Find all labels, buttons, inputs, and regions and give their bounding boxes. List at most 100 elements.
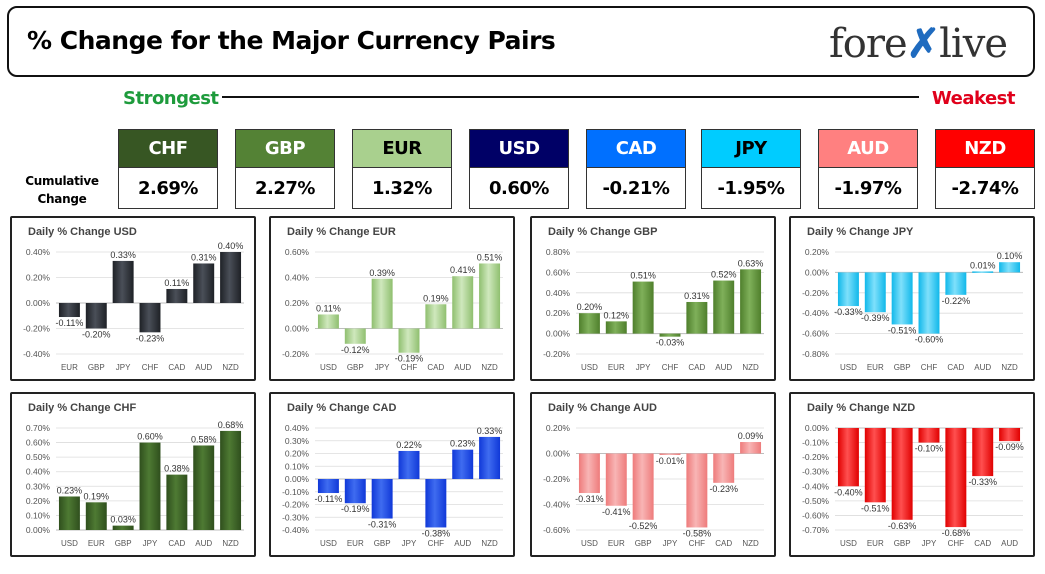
bar-eur bbox=[344, 479, 366, 504]
y-tick-label: 0.20% bbox=[26, 496, 51, 506]
x-tick-label: CAD bbox=[427, 363, 444, 372]
y-tick-label: -0.20% bbox=[802, 288, 829, 298]
chart-panel-2: Daily % Change EUR -0.20% 0.00% 0.20% 0.40% 0… bbox=[269, 216, 515, 381]
currency-tile-eur: EUR 1.32% bbox=[352, 129, 452, 209]
x-tick-label: USD bbox=[320, 363, 337, 372]
bar-nzd bbox=[740, 442, 762, 454]
y-tick-label: -0.70% bbox=[802, 525, 829, 535]
bar-aud bbox=[452, 276, 474, 329]
x-tick-label: JPY bbox=[922, 539, 937, 548]
chart-panel-6: Daily % Change CAD -0.40% -0.30% -0.20% -0.1… bbox=[269, 392, 515, 557]
x-tick-label: NZD bbox=[481, 539, 498, 548]
bar-nzd bbox=[479, 263, 501, 329]
chart-title: Daily % Change CHF bbox=[28, 402, 136, 414]
bar-gbp bbox=[891, 428, 913, 520]
data-label: 0.60% bbox=[137, 432, 163, 442]
bar-usd bbox=[578, 453, 600, 494]
bar-usd bbox=[317, 479, 339, 494]
x-tick-label: USD bbox=[581, 363, 598, 372]
y-tick-label: 0.20% bbox=[285, 449, 310, 459]
x-tick-label: USD bbox=[61, 539, 78, 548]
x-tick-label: AUD bbox=[1001, 539, 1018, 548]
data-label: -0.01% bbox=[656, 456, 685, 466]
y-tick-label: 0.50% bbox=[26, 452, 51, 462]
chart-svg: Daily % Change GBP -0.20% 0.00% 0.20% 0.40% 0… bbox=[543, 226, 764, 372]
data-label: 0.33% bbox=[477, 426, 503, 436]
bar-chf bbox=[659, 333, 681, 337]
y-tick-label: -0.20% bbox=[23, 324, 50, 334]
currency-code: AUD bbox=[819, 130, 917, 168]
x-tick-label: USD bbox=[320, 539, 337, 548]
data-label: -0.11% bbox=[55, 318, 83, 328]
bar-chf bbox=[139, 303, 161, 333]
y-tick-label: -0.60% bbox=[802, 510, 829, 520]
y-tick-label: -0.40% bbox=[802, 308, 829, 318]
data-label: -0.38% bbox=[422, 528, 451, 538]
currency-code: CHF bbox=[119, 130, 217, 168]
data-label: -0.10% bbox=[915, 444, 944, 454]
data-label: -0.11% bbox=[314, 494, 342, 504]
x-tick-label: EUR bbox=[867, 539, 884, 548]
x-tick-label: CAD bbox=[974, 539, 991, 548]
logo-text-start: fore bbox=[828, 21, 908, 67]
x-tick-label: AUD bbox=[195, 363, 212, 372]
cumulative-change-value: -2.74% bbox=[951, 177, 1019, 199]
bar-cad bbox=[166, 288, 188, 303]
bar-nzd bbox=[220, 430, 242, 530]
x-tick-label: CHF bbox=[921, 363, 938, 372]
bar-chf bbox=[918, 272, 940, 334]
bar-aud bbox=[972, 271, 994, 273]
currency-code: JPY bbox=[702, 130, 800, 168]
x-tick-label: GBP bbox=[894, 363, 911, 372]
x-tick-label: GBP bbox=[894, 539, 911, 548]
y-tick-label: -0.40% bbox=[802, 481, 829, 491]
x-tick-label: AUD bbox=[454, 363, 471, 372]
x-tick-label: NZD bbox=[742, 363, 759, 372]
x-tick-label: NZD bbox=[222, 363, 239, 372]
cumulative-change-value: -0.21% bbox=[602, 177, 670, 199]
data-label: -0.60% bbox=[915, 335, 944, 345]
cumulative-change-value: 1.32% bbox=[372, 177, 432, 199]
logo-x-mark-icon: ✗ bbox=[906, 20, 941, 67]
x-tick-label: USD bbox=[840, 363, 857, 372]
y-tick-label: 0.20% bbox=[285, 298, 310, 308]
data-label: -0.03% bbox=[656, 338, 685, 348]
bar-jpy bbox=[918, 428, 940, 443]
currency-tile-gbp: GBP 2.27% bbox=[235, 129, 335, 209]
bar-gbp bbox=[371, 479, 393, 519]
y-tick-label: -0.30% bbox=[802, 467, 829, 477]
x-tick-label: NZD bbox=[222, 539, 239, 548]
bar-chf bbox=[425, 479, 447, 528]
chart-title: Daily % Change NZD bbox=[807, 402, 915, 414]
x-tick-label: USD bbox=[581, 539, 598, 548]
y-tick-label: 0.00% bbox=[805, 423, 830, 433]
data-label: 0.41% bbox=[450, 265, 476, 275]
x-tick-label: EUR bbox=[608, 363, 625, 372]
y-tick-label: 0.00% bbox=[546, 449, 571, 459]
x-tick-label: JPY bbox=[402, 539, 417, 548]
data-label: -0.33% bbox=[968, 477, 997, 487]
x-tick-label: JPY bbox=[636, 363, 651, 372]
currency-tile-usd: USD 0.60% bbox=[469, 129, 569, 209]
x-tick-label: GBP bbox=[347, 363, 364, 372]
cumulative-label-line2: Change bbox=[37, 192, 87, 206]
data-label: 0.68% bbox=[218, 420, 244, 430]
cumulative-change-value: 2.69% bbox=[138, 177, 198, 199]
data-label: -0.31% bbox=[368, 520, 397, 530]
chart-title: Daily % Change JPY bbox=[807, 226, 914, 238]
bar-eur bbox=[605, 453, 627, 506]
bar-aud bbox=[193, 445, 215, 530]
data-label: 0.09% bbox=[738, 431, 764, 441]
data-label: 0.63% bbox=[738, 258, 764, 268]
bar-eur bbox=[85, 502, 107, 530]
y-tick-label: 0.10% bbox=[285, 461, 310, 471]
currency-tile-aud: AUD -1.97% bbox=[818, 129, 918, 209]
y-tick-label: -0.20% bbox=[802, 452, 829, 462]
y-tick-label: -0.20% bbox=[282, 500, 309, 510]
data-label: -0.51% bbox=[861, 503, 890, 513]
x-tick-label: AUD bbox=[454, 539, 471, 548]
x-tick-label: EUR bbox=[347, 539, 364, 548]
data-label: 0.11% bbox=[164, 278, 189, 288]
bar-cad bbox=[166, 474, 188, 530]
chart-panel-5: Daily % Change CHF 0.00% 0.10% 0.20% 0.30% 0.… bbox=[10, 392, 256, 557]
